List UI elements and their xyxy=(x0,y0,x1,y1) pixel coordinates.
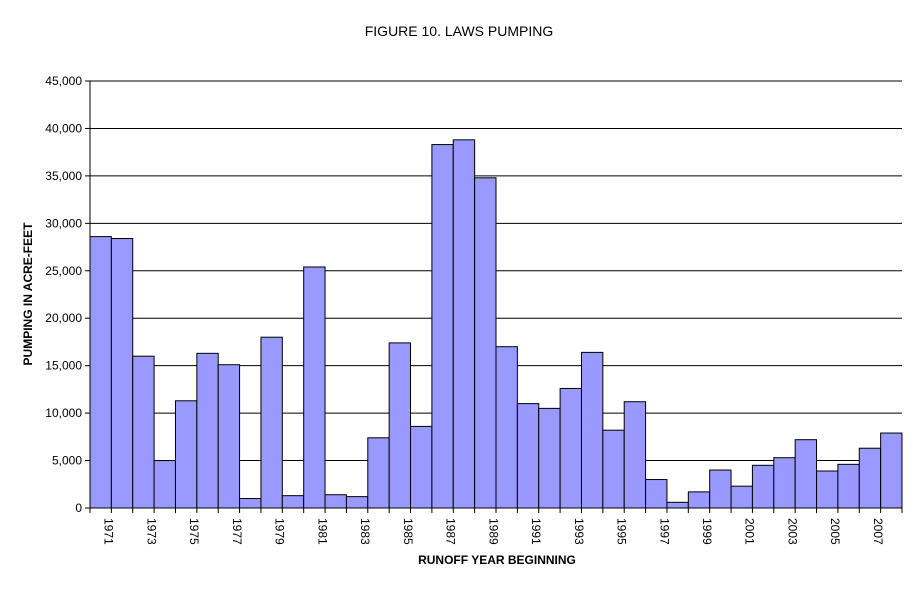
chart-title: FIGURE 10. LAWS PUMPING xyxy=(365,23,554,39)
x-tick-label: 1973 xyxy=(144,518,158,545)
x-tick-label: 1991 xyxy=(529,518,543,545)
x-tick-label: 1983 xyxy=(358,518,372,545)
x-tick-label: 1987 xyxy=(444,518,458,545)
y-tick-label: 15,000 xyxy=(45,359,82,373)
bar xyxy=(837,463,860,509)
y-tick-label: 45,000 xyxy=(45,74,82,88)
x-tick-label: 2007 xyxy=(871,518,885,545)
x-tick-label: 1997 xyxy=(657,518,671,545)
y-tick-label: 40,000 xyxy=(45,121,82,135)
y-tick-label: 5,000 xyxy=(52,454,82,468)
y-tick-label: 10,000 xyxy=(45,406,82,420)
x-tick-label: 1995 xyxy=(615,518,629,545)
bars xyxy=(89,139,903,509)
y-tick-label: 0 xyxy=(75,501,82,515)
bar xyxy=(709,469,732,509)
bar xyxy=(666,501,689,509)
bar xyxy=(153,460,176,509)
bar xyxy=(431,144,454,509)
bar xyxy=(516,403,540,509)
bar xyxy=(452,139,476,509)
bar xyxy=(645,479,668,509)
bar xyxy=(580,351,604,509)
x-tick-label: 1977 xyxy=(230,518,244,545)
bar xyxy=(495,346,518,509)
bar xyxy=(623,401,647,509)
y-tick-label: 30,000 xyxy=(45,216,82,230)
bar xyxy=(110,238,134,509)
bar xyxy=(303,266,326,509)
y-axis-title: PUMPING IN ACRE-FEET xyxy=(21,222,35,366)
x-tick-labels: 1971 1973 1975 1977 1979 1981 1983 1985 1987 1989… xyxy=(102,518,885,545)
bar xyxy=(410,425,433,509)
bar xyxy=(816,470,839,509)
x-tick-label: 1971 xyxy=(102,518,116,545)
bar xyxy=(239,498,262,509)
bar xyxy=(794,439,818,509)
bar xyxy=(880,432,903,509)
bar xyxy=(602,429,625,509)
x-tick-label: 2005 xyxy=(828,518,842,545)
bar xyxy=(174,400,198,509)
bar xyxy=(367,437,390,509)
x-tick-label: 1981 xyxy=(315,518,329,545)
bar xyxy=(474,177,497,509)
y-tick-label: 35,000 xyxy=(45,169,82,183)
x-tick-label: 1985 xyxy=(401,518,415,545)
bar xyxy=(858,447,882,509)
x-tick-label: 1993 xyxy=(572,518,586,545)
bar xyxy=(324,494,347,509)
x-tick-label: 1989 xyxy=(486,518,500,545)
y-tick-labels: 0 5,000 10,000 15,000 20,000 25,000 30,000 35,0… xyxy=(45,74,82,515)
bar xyxy=(730,485,753,509)
bar xyxy=(345,496,369,509)
x-tick-label: 1979 xyxy=(273,518,287,545)
axes xyxy=(89,81,903,513)
x-axis-title: RUNOFF YEAR BEGINNING xyxy=(418,553,576,567)
x-tick-label: 2003 xyxy=(785,518,799,545)
bar xyxy=(559,387,582,509)
bar xyxy=(132,355,155,509)
bar xyxy=(773,457,796,509)
bar xyxy=(751,464,775,509)
bar xyxy=(217,364,241,509)
bar xyxy=(281,495,305,509)
bar xyxy=(538,407,561,509)
y-tick-label: 25,000 xyxy=(45,264,82,278)
y-tick-label: 20,000 xyxy=(45,311,82,325)
x-tick-label: 1999 xyxy=(700,518,714,545)
x-tick-label: 2001 xyxy=(743,518,757,545)
bar xyxy=(388,342,412,509)
bar xyxy=(687,491,711,509)
bar xyxy=(196,352,219,509)
bar xyxy=(89,236,112,509)
bar xyxy=(260,336,283,509)
x-tick-label: 1975 xyxy=(187,518,201,545)
